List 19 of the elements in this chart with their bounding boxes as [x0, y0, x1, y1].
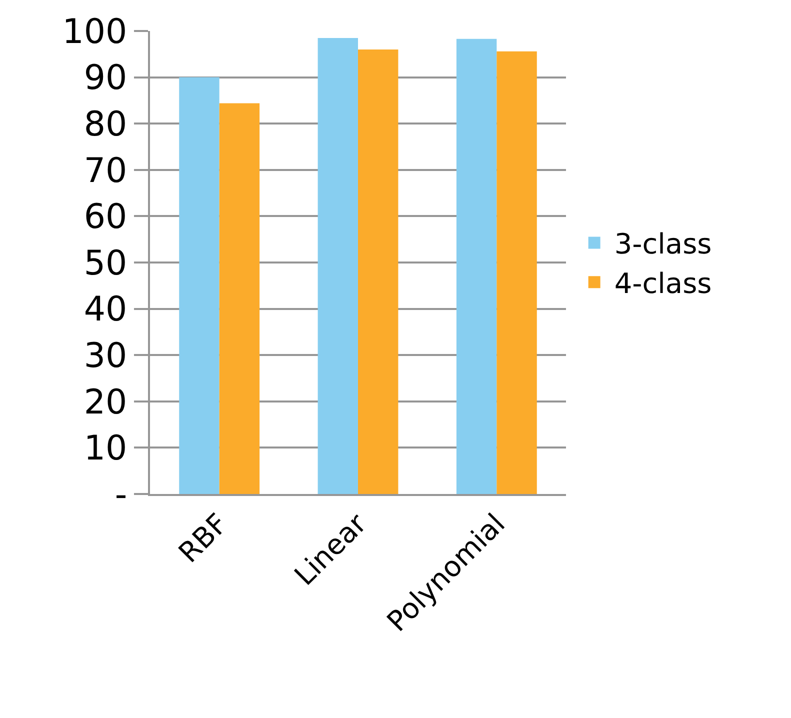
y-tick-label: 20	[84, 382, 128, 422]
y-tick-label: 90	[84, 58, 128, 98]
bar	[219, 103, 260, 494]
legend-label: 4-class	[614, 267, 712, 300]
y-tick-label: 10	[84, 428, 128, 469]
bar	[358, 50, 398, 494]
y-tick-label: 40	[84, 290, 128, 330]
y-tick-label: 60	[84, 197, 128, 238]
y-tick-label: -	[114, 474, 128, 515]
bar	[318, 38, 358, 494]
y-tick-label: 50	[84, 243, 128, 284]
bar	[456, 38, 497, 494]
bar	[179, 77, 220, 494]
y-tick-label: 100	[62, 12, 128, 52]
y-tick-label: 70	[84, 150, 128, 191]
y-tick-label: 80	[84, 104, 128, 144]
legend-label: 3-class	[614, 228, 712, 261]
bar	[496, 51, 537, 494]
y-tick-label: 30	[84, 336, 128, 376]
